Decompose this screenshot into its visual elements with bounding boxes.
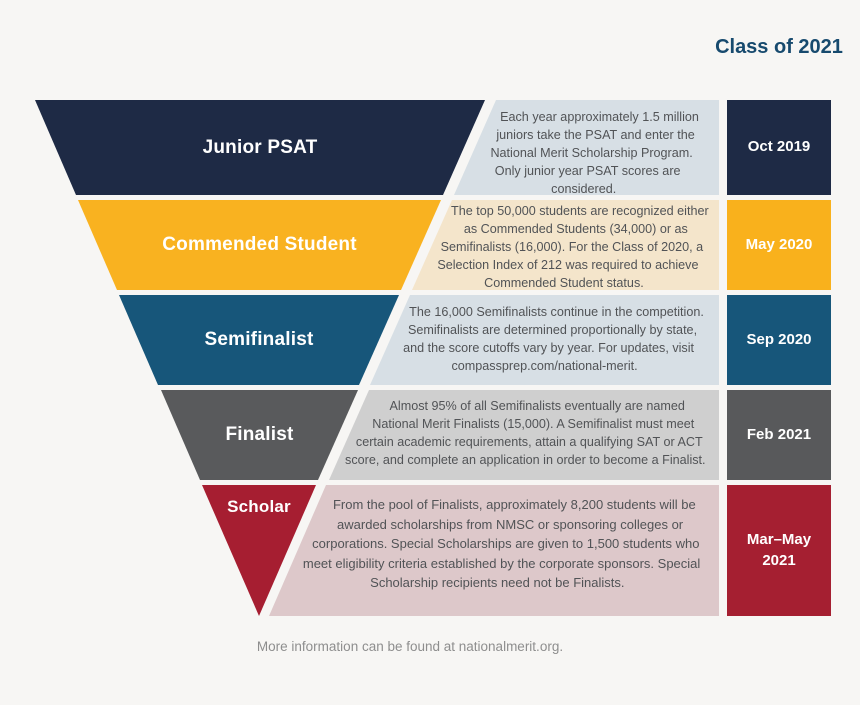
stage-label: Junior PSAT: [202, 136, 318, 158]
stage-date-text: Oct 2019: [747, 138, 811, 156]
funnel-band-junior-psat: Junior PSAT: [35, 100, 485, 195]
stage-label: Scholar: [227, 497, 291, 516]
stage-label: Commended Student: [162, 234, 357, 255]
stage-date-text: May 2020: [745, 235, 813, 253]
stage-description-panel: Each year approximately 1.5 million juni…: [454, 100, 719, 195]
more-info-note: More information can be found at nationa…: [256, 639, 564, 654]
stage-date-badge: Oct 2019: [727, 100, 831, 195]
stage-description-panel: Almost 95% of all Semifinalists eventual…: [329, 390, 719, 480]
funnel-band-commended-student: Commended Student: [78, 200, 441, 290]
stage-date-text: Sep 2020: [746, 330, 812, 348]
stage-label: Finalist: [225, 424, 294, 445]
stage-date-badge: Sep 2020: [727, 295, 831, 385]
funnel-band-finalist: Finalist: [161, 390, 358, 480]
stage-label: Semifinalist: [204, 329, 314, 350]
stage-description-panel: The top 50,000 students are recognized e…: [412, 200, 719, 290]
stage-description-panel: The 16,000 Semifinalists continue in the…: [370, 295, 719, 385]
stage-date-badge: Mar–May 2021: [727, 485, 831, 616]
stage-date-text: Mar–May 2021: [746, 531, 812, 569]
stage-date-badge: Feb 2021: [727, 390, 831, 480]
stage-description-panel: From the pool of Finalists, approximatel…: [269, 485, 719, 616]
stage-description-text: The top 50,000 students are recognized e…: [437, 204, 709, 290]
funnel-band-semifinalist: Semifinalist: [119, 295, 399, 385]
stage-description-text: The 16,000 Semifinalists continue in the…: [403, 305, 704, 373]
stage-description-text: Each year approximately 1.5 million juni…: [490, 110, 699, 196]
stage-date-text: Feb 2021: [746, 425, 812, 443]
stage-date-badge: May 2020: [727, 200, 831, 290]
class-year-heading: Class of 2021: [715, 36, 843, 58]
stage-description-text: Almost 95% of all Semifinalists eventual…: [345, 399, 706, 467]
stage-description-text: From the pool of Finalists, approximatel…: [302, 497, 701, 590]
